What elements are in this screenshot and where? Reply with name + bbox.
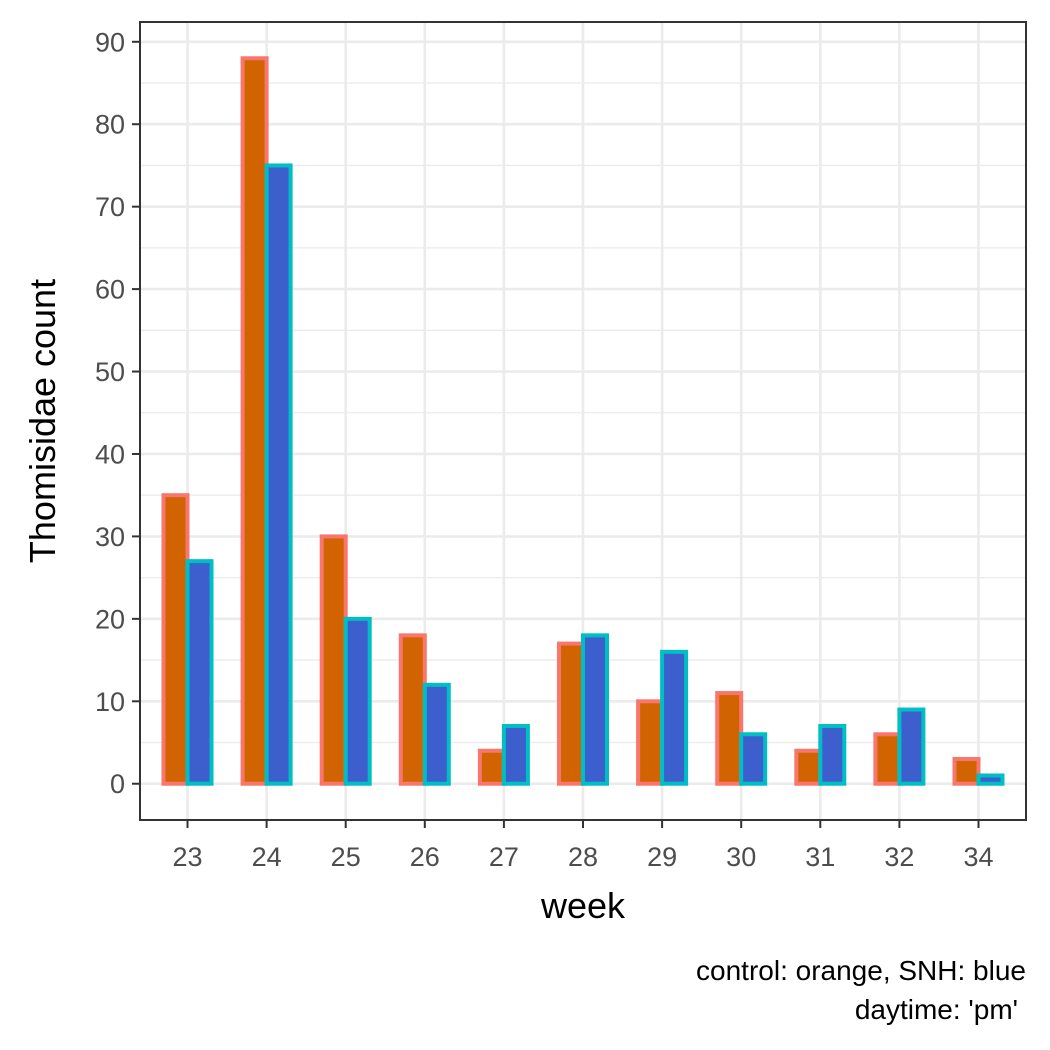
bar-series-1-week-26 bbox=[398, 633, 427, 786]
y-tick-label: 70 bbox=[95, 192, 125, 222]
bar-series-2-week-27 bbox=[501, 724, 530, 786]
y-tick-label: 90 bbox=[95, 27, 125, 57]
bar-series-2-week-31 bbox=[818, 724, 847, 786]
bar-series-1-week-27 bbox=[477, 748, 506, 786]
y-tick-label: 30 bbox=[95, 522, 125, 552]
bar-series-1-week-32 bbox=[873, 732, 902, 786]
bar-series-2-week-34 bbox=[976, 773, 1005, 786]
y-axis-title: Thomisidae count bbox=[22, 279, 63, 563]
bar-series-2-week-26 bbox=[422, 682, 451, 786]
x-tick-label: 32 bbox=[884, 842, 914, 872]
bars bbox=[161, 56, 1005, 786]
y-tick-label: 0 bbox=[110, 769, 125, 799]
y-tick-label: 40 bbox=[95, 439, 125, 469]
x-tick-label: 31 bbox=[805, 842, 835, 872]
bar-series-2-week-32 bbox=[897, 707, 926, 786]
x-tick-label: 25 bbox=[331, 842, 361, 872]
x-axis: 23 24 25 26 27 28 29 30 31 32 34 bbox=[172, 820, 994, 872]
x-tick-label: 27 bbox=[489, 842, 519, 872]
y-axis: 0 10 20 30 40 50 60 70 80 90 bbox=[95, 27, 140, 799]
x-axis-title: week bbox=[540, 885, 626, 926]
x-tick-label: 23 bbox=[172, 842, 202, 872]
y-tick-label: 80 bbox=[95, 110, 125, 140]
x-tick-label: 28 bbox=[568, 842, 598, 872]
bar-series-2-week-24 bbox=[264, 163, 293, 786]
y-tick-label: 50 bbox=[95, 357, 125, 387]
bar-series-1-week-29 bbox=[636, 699, 665, 786]
x-tick-label: 26 bbox=[410, 842, 440, 872]
bar-series-2-week-29 bbox=[660, 649, 689, 786]
caption-line-2: daytime: 'pm' bbox=[855, 994, 1018, 1025]
bar-series-1-week-24 bbox=[240, 56, 269, 786]
y-tick-label: 10 bbox=[95, 687, 125, 717]
x-tick-label: 34 bbox=[963, 842, 993, 872]
bar-series-2-week-30 bbox=[739, 732, 768, 786]
bar-series-1-week-23 bbox=[161, 493, 190, 786]
bar-series-2-week-28 bbox=[581, 633, 609, 786]
bar-series-1-week-34 bbox=[952, 756, 981, 786]
y-tick-label: 60 bbox=[95, 275, 125, 305]
bar-series-1-week-25 bbox=[319, 534, 348, 786]
x-tick-label: 30 bbox=[726, 842, 756, 872]
x-tick-label: 24 bbox=[252, 842, 282, 872]
bar-series-2-week-23 bbox=[185, 559, 214, 786]
bar-series-1-week-31 bbox=[794, 748, 823, 786]
caption-line-1: control: orange, SNH: blue bbox=[696, 955, 1026, 986]
x-tick-label: 29 bbox=[647, 842, 677, 872]
bar-series-1-week-30 bbox=[715, 691, 744, 786]
bar-series-1-week-28 bbox=[557, 641, 585, 786]
y-tick-label: 20 bbox=[95, 604, 125, 634]
bar-series-2-week-25 bbox=[343, 616, 372, 786]
